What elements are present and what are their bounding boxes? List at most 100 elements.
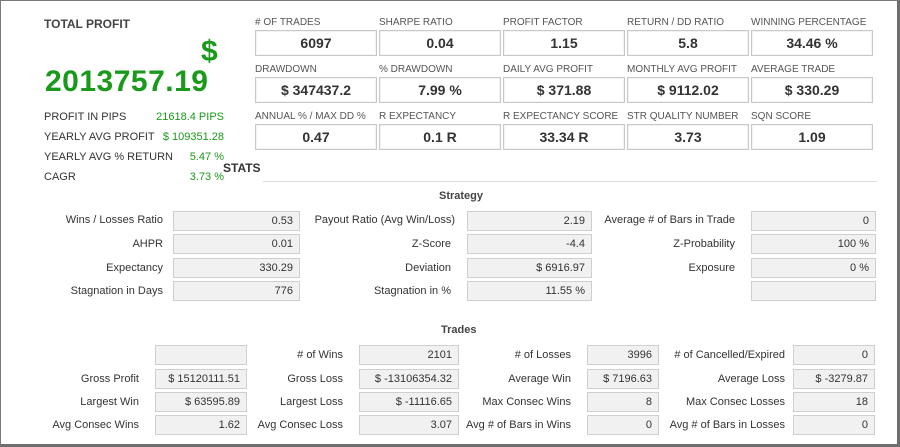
- metric-value: $ 330.29: [751, 77, 873, 103]
- stat-label: Stagnation in Days: [70, 285, 163, 297]
- stat-label: Average # of Bars in Trade: [604, 214, 735, 226]
- metric-value: 33.34 R: [503, 124, 625, 150]
- metric-value: 5.8: [627, 30, 749, 56]
- metric-label: MONTHLY AVG PROFIT: [627, 64, 738, 75]
- trade-label: Average Win: [508, 373, 571, 385]
- metric-pct-drawdown: % DRAWDOWN 7.99 %: [379, 64, 501, 103]
- profit-in-pips-label: PROFIT IN PIPS: [44, 111, 127, 123]
- metric-label: DAILY AVG PROFIT: [503, 64, 594, 75]
- metric-label: % DRAWDOWN: [379, 64, 453, 75]
- metric-label: R EXPECTANCY SCORE: [503, 111, 619, 122]
- stat-label: Stagnation in %: [373, 285, 451, 297]
- metric-label: DRAWDOWN: [255, 64, 317, 75]
- trade-label: Average Loss: [717, 373, 785, 385]
- metric-label: SQN SCORE: [751, 111, 812, 122]
- metric-r-expectancy: R EXPECTANCY 0.1 R: [379, 111, 501, 150]
- trade-value: 18: [793, 392, 875, 412]
- metric-return-dd-ratio: RETURN / DD RATIO 5.8: [627, 17, 749, 56]
- metric-value: 0.1 R: [379, 124, 501, 150]
- stat-label: Exposure: [688, 262, 735, 274]
- strategy-heading: Strategy: [439, 190, 484, 202]
- metric-value: $ 347437.2: [255, 77, 377, 103]
- metric-value: 0.47: [255, 124, 377, 150]
- stat-value: $ 6916.97: [467, 258, 592, 278]
- metric-value: 3.73: [627, 124, 749, 150]
- stats-heading: STATS: [223, 161, 261, 175]
- cagr-value: 3.73 %: [189, 171, 224, 183]
- stat-label: Wins / Losses Ratio: [65, 214, 163, 226]
- trade-label: Gross Profit: [80, 373, 139, 385]
- metric-label: WINNING PERCENTAGE: [751, 17, 867, 28]
- cagr-label: CAGR: [44, 171, 76, 183]
- trade-label: # of Losses: [514, 349, 571, 361]
- metric-label: ANNUAL % / MAX DD %: [255, 111, 366, 122]
- metric-value: 1.09: [751, 124, 873, 150]
- trade-value: $ -13106354.32: [359, 369, 459, 389]
- stat-value: 0.01: [173, 234, 300, 254]
- trade-value: $ -11116.65: [359, 392, 459, 412]
- trade-label: Avg # of Bars in Losses: [669, 419, 785, 431]
- trade-value: 1.62: [155, 415, 247, 435]
- stat-value: -4.4: [467, 234, 592, 254]
- stat-value: 11.55 %: [467, 281, 592, 301]
- yearly-avg-return-row: YEARLY AVG % RETURN 5.47 %: [44, 151, 224, 163]
- metric-average-trade: AVERAGE TRADE $ 330.29: [751, 64, 873, 103]
- yearly-avg-return-value: 5.47 %: [189, 151, 224, 163]
- metric-daily-avg-profit: DAILY AVG PROFIT $ 371.88: [503, 64, 625, 103]
- total-profit-value: 2013757.19: [45, 65, 209, 98]
- trade-value: $ -3279.87: [793, 369, 875, 389]
- total-profit-label: TOTAL PROFIT: [44, 17, 130, 31]
- metric-value: $ 9112.02: [627, 77, 749, 103]
- trade-value: 8: [587, 392, 659, 412]
- metric-monthly-avg-profit: MONTHLY AVG PROFIT $ 9112.02: [627, 64, 749, 103]
- metric-num-trades: # OF TRADES 6097: [255, 17, 377, 56]
- trade-value: 3996: [587, 345, 659, 365]
- trade-label: Max Consec Wins: [482, 396, 571, 408]
- stat-value: 330.29: [173, 258, 300, 278]
- trade-value: $ 63595.89: [155, 392, 247, 412]
- trade-value: $ 7196.63: [587, 369, 659, 389]
- trade-value: 3.07: [359, 415, 459, 435]
- metric-profit-factor: PROFIT FACTOR 1.15: [503, 17, 625, 56]
- metric-value: 7.99 %: [379, 77, 501, 103]
- yearly-avg-profit-row: YEARLY AVG PROFIT $ 109351.28: [44, 131, 224, 143]
- stat-label: Deviation: [405, 262, 451, 274]
- stat-value: 100 %: [751, 234, 876, 254]
- profit-in-pips-value: 21618.4 PIPS: [156, 111, 224, 123]
- stat-label: AHPR: [132, 238, 163, 250]
- yearly-avg-profit-value: $ 109351.28: [162, 131, 224, 143]
- stat-label: Z-Score: [411, 238, 451, 250]
- stat-label: Z-Probability: [673, 238, 735, 250]
- trade-label: Largest Win: [80, 396, 139, 408]
- metric-label: # OF TRADES: [255, 17, 321, 28]
- metric-label: R EXPECTANCY: [379, 111, 457, 122]
- stat-label: Expectancy: [106, 262, 163, 274]
- metric-label: STR QUALITY NUMBER: [627, 111, 739, 122]
- stat-value: 776: [173, 281, 300, 301]
- metric-label: AVERAGE TRADE: [751, 64, 836, 75]
- trade-value: 2101: [359, 345, 459, 365]
- trade-value: 0: [587, 415, 659, 435]
- profit-in-pips-row: PROFIT IN PIPS 21618.4 PIPS: [44, 111, 224, 123]
- stat-value: 0 %: [751, 258, 876, 278]
- metric-value: 1.15: [503, 30, 625, 56]
- stat-label: Payout Ratio (Avg Win/Loss): [314, 214, 455, 226]
- trade-label: Avg Consec Wins: [52, 419, 139, 431]
- yearly-avg-return-label: YEARLY AVG % RETURN: [44, 151, 173, 163]
- trade-label: # of Cancelled/Expired: [674, 349, 785, 361]
- metric-sqn-score: SQN SCORE 1.09: [751, 111, 873, 150]
- stat-value: 2.19: [467, 211, 592, 231]
- metric-str-quality-number: STR QUALITY NUMBER 3.73: [627, 111, 749, 150]
- trade-label: Largest Loss: [280, 396, 343, 408]
- stat-value: 0.53: [173, 211, 300, 231]
- metric-value: 34.46 %: [751, 30, 873, 56]
- metric-label: RETURN / DD RATIO: [627, 17, 725, 28]
- cagr-row: CAGR 3.73 %: [44, 171, 224, 183]
- trade-label: Max Consec Losses: [685, 396, 785, 408]
- trade-label: # of Wins: [297, 349, 343, 361]
- metric-label: SHARPE RATIO: [379, 17, 453, 28]
- yearly-avg-profit-label: YEARLY AVG PROFIT: [44, 131, 155, 143]
- metric-drawdown: DRAWDOWN $ 347437.2: [255, 64, 377, 103]
- trade-value: $ 15120111.51: [155, 369, 247, 389]
